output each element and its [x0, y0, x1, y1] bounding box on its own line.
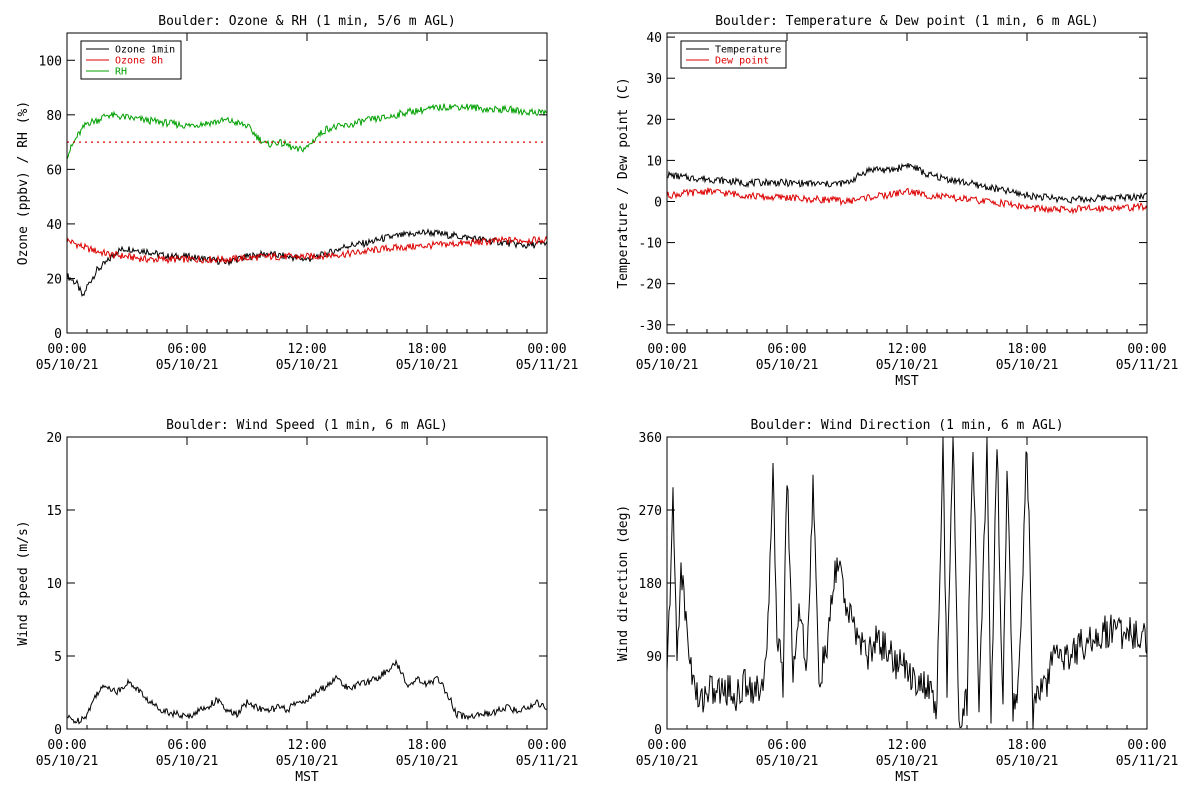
legend-label: Ozone 1min — [115, 45, 175, 56]
x-tick-label-time: 06:00 — [167, 342, 206, 357]
y-tick-label: 360 — [639, 431, 662, 446]
x-tick-label-date: 05/10/21 — [36, 754, 99, 769]
chart-panel-1: Boulder: Ozone & RH (1 min, 5/6 m AGL) 0 2… — [16, 14, 578, 373]
x-tick-label-date: 05/10/21 — [876, 754, 939, 769]
y-tick-label: 20 — [46, 431, 62, 446]
y-tick-label: 5 — [54, 650, 62, 665]
x-tick-label-date: 05/10/21 — [636, 754, 699, 769]
legend-label: RH — [115, 67, 127, 78]
series-line-2 — [66, 235, 548, 265]
x-tick-label-date: 05/10/21 — [756, 754, 819, 769]
y-tick-label: 90 — [646, 650, 662, 665]
x-tick-label-date: 05/11/21 — [1116, 358, 1179, 373]
x-tick-label-time: 00:00 — [647, 342, 686, 357]
series-line-1 — [666, 162, 1148, 204]
series-line-1 — [66, 228, 548, 297]
y-tick-label: 40 — [646, 31, 662, 46]
x-tick-label-time: 00:00 — [1127, 342, 1166, 357]
x-axis-label: MST — [295, 770, 319, 785]
y-tick-label: 0 — [54, 723, 62, 738]
x-tick-label-time: 06:00 — [167, 738, 206, 753]
y-axis-label: Temperature / Dew point (C) — [616, 77, 631, 288]
x-tick-label-time: 06:00 — [767, 342, 806, 357]
x-tick-label-time: 00:00 — [47, 738, 86, 753]
x-tick-label-time: 00:00 — [527, 738, 566, 753]
x-tick-label-date: 05/10/21 — [276, 358, 339, 373]
x-tick-label-date: 05/11/21 — [1116, 754, 1179, 769]
y-tick-label: 60 — [46, 163, 62, 178]
chart-title: Boulder: Ozone & RH (1 min, 5/6 m AGL) — [158, 14, 455, 29]
y-tick-label: 10 — [46, 577, 62, 592]
series-line-1 — [666, 436, 1148, 730]
x-tick-label-date: 05/10/21 — [276, 754, 339, 769]
plot-frame — [66, 436, 548, 730]
x-tick-label-date: 05/10/21 — [876, 358, 939, 373]
y-tick-label: 80 — [46, 109, 62, 124]
x-tick-label-time: 18:00 — [1007, 342, 1046, 357]
series-line-2 — [666, 187, 1148, 215]
x-axis-label: MST — [895, 374, 919, 389]
y-axis-label: Ozone (ppbv) / RH (%) — [16, 101, 31, 265]
x-tick-label-date: 05/10/21 — [756, 358, 819, 373]
legend-label: Ozone 8h — [115, 56, 163, 67]
y-tick-label: 180 — [639, 577, 662, 592]
y-tick-label: 20 — [46, 272, 62, 287]
y-tick-label: 15 — [46, 504, 62, 519]
x-tick-label-time: 00:00 — [527, 342, 566, 357]
x-tick-label-time: 18:00 — [1007, 738, 1046, 753]
x-axis-label: MST — [895, 770, 919, 785]
chart-panel-2: Boulder: Temperature & Dew point (1 min,… — [616, 14, 1178, 389]
x-tick-label-date: 05/11/21 — [516, 754, 579, 769]
y-tick-label: 0 — [54, 327, 62, 342]
x-tick-label-time: 00:00 — [1127, 738, 1166, 753]
x-tick-label-date: 05/10/21 — [156, 358, 219, 373]
y-tick-label: 0 — [654, 195, 662, 210]
x-tick-label-date: 05/10/21 — [996, 358, 1059, 373]
x-tick-label-time: 00:00 — [47, 342, 86, 357]
y-axis-label: Wind speed (m/s) — [16, 520, 31, 645]
x-tick-label-date: 05/11/21 — [516, 358, 579, 373]
x-tick-label-time: 00:00 — [647, 738, 686, 753]
x-tick-label-time: 12:00 — [887, 738, 926, 753]
x-tick-label-date: 05/10/21 — [396, 754, 459, 769]
legend-label: Dew point — [715, 56, 769, 67]
x-tick-label-date: 05/10/21 — [36, 358, 99, 373]
y-tick-label: -30 — [639, 319, 662, 334]
y-tick-label: 270 — [639, 504, 662, 519]
x-tick-label-time: 12:00 — [287, 342, 326, 357]
y-tick-label: -20 — [639, 278, 662, 293]
y-tick-label: 30 — [646, 72, 662, 87]
legend-box — [680, 40, 787, 69]
x-tick-label-time: 18:00 — [407, 738, 446, 753]
chart-title: Boulder: Wind Direction (1 min, 6 m AGL) — [750, 418, 1063, 433]
y-tick-label: 40 — [46, 218, 62, 233]
x-tick-label-time: 18:00 — [407, 342, 446, 357]
x-tick-label-time: 12:00 — [887, 342, 926, 357]
x-tick-label-date: 05/10/21 — [996, 754, 1059, 769]
y-axis-label: Wind direction (deg) — [616, 505, 631, 662]
y-tick-label: 100 — [39, 54, 62, 69]
x-tick-label-date: 05/10/21 — [636, 358, 699, 373]
y-tick-label: 10 — [646, 154, 662, 169]
series-line-1 — [66, 658, 548, 725]
chart-panel-4: Boulder: Wind Direction (1 min, 6 m AGL)… — [616, 418, 1178, 785]
x-tick-label-date: 05/10/21 — [156, 754, 219, 769]
chart-title: Boulder: Wind Speed (1 min, 6 m AGL) — [166, 418, 448, 433]
series-line-3 — [66, 103, 548, 160]
x-tick-label-time: 12:00 — [287, 738, 326, 753]
chart-panel-3: Boulder: Wind Speed (1 min, 6 m AGL) 0 5 10… — [16, 418, 578, 785]
y-tick-label: -10 — [639, 237, 662, 252]
x-tick-label-date: 05/10/21 — [396, 358, 459, 373]
chart-title: Boulder: Temperature & Dew point (1 min,… — [715, 14, 1099, 29]
legend-label: Temperature — [715, 45, 781, 56]
y-tick-label: 20 — [646, 113, 662, 128]
y-tick-label: 0 — [654, 723, 662, 738]
x-tick-label-time: 06:00 — [767, 738, 806, 753]
